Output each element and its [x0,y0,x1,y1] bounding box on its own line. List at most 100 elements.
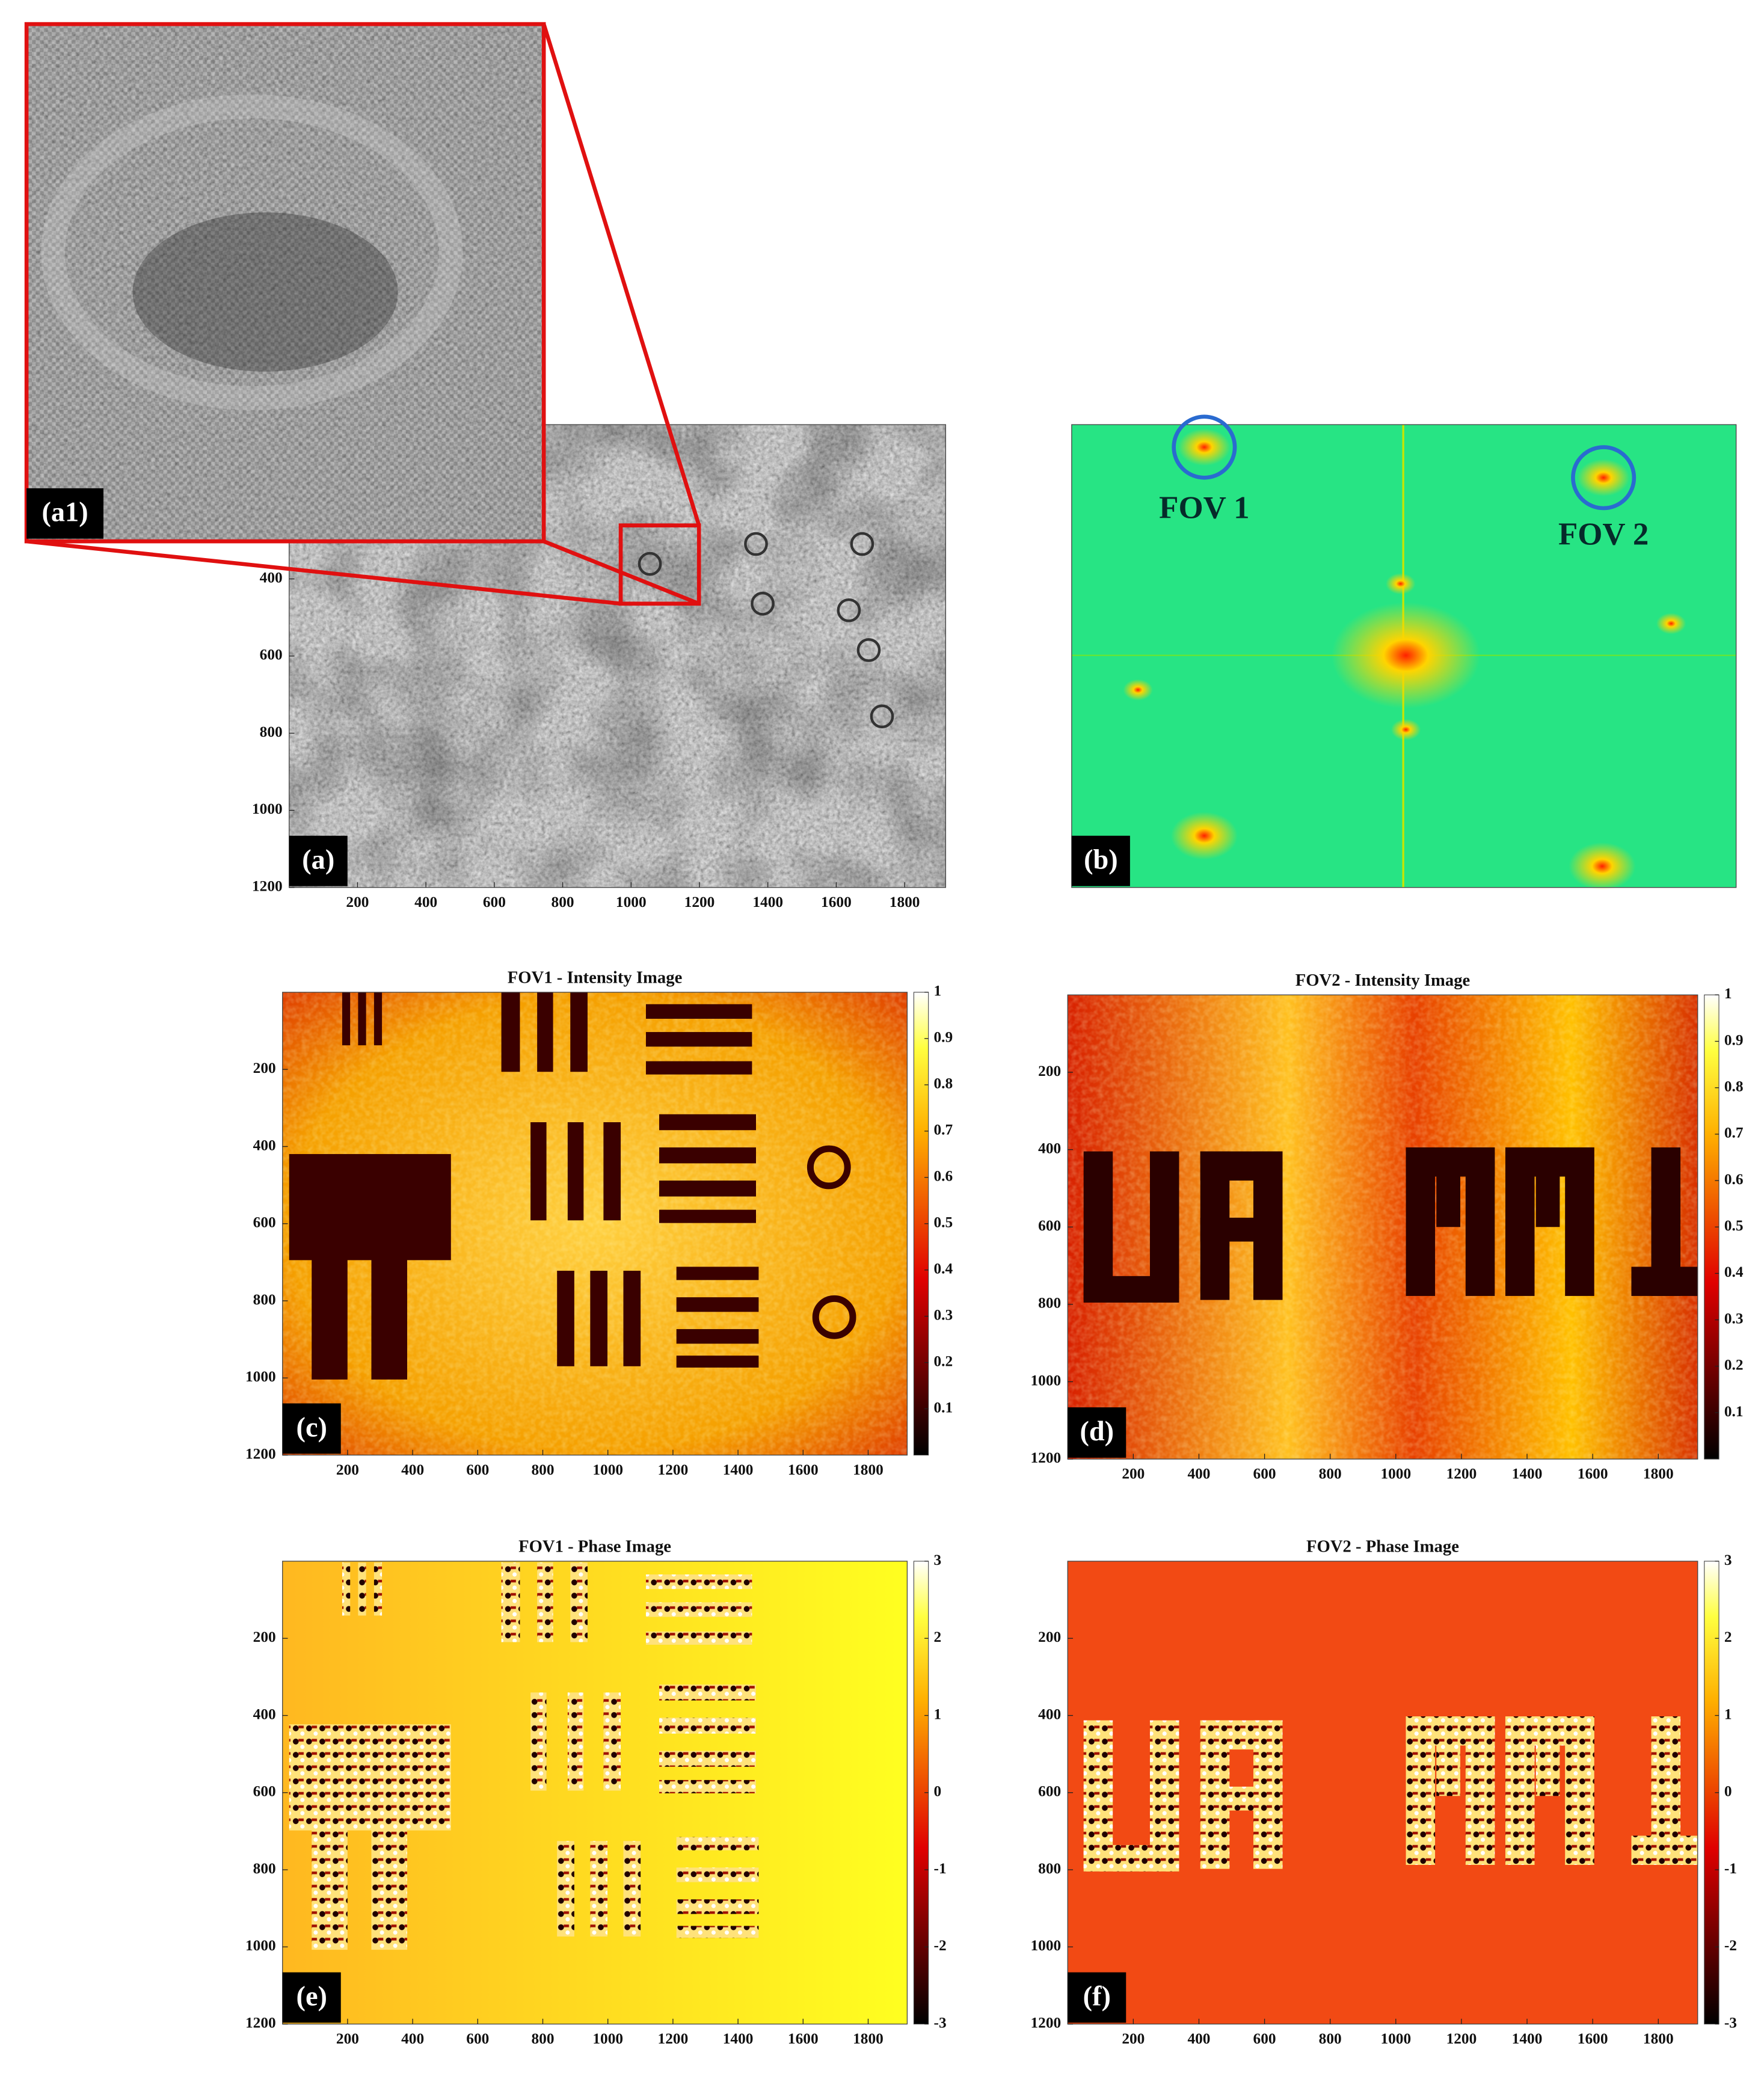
x-tick-label: 1800 [890,894,920,911]
target-bar [659,1718,756,1734]
colorbar-tick-label: -3 [934,2014,947,2031]
y-tick-label: 800 [260,723,283,740]
panel-label-bg [1068,1407,1126,1458]
target-letter [1535,1147,1560,1227]
x-tick-label: 600 [1253,1465,1276,1482]
target-letter [1535,1716,1560,1796]
target-bar [676,1356,759,1368]
fov-marker [1571,445,1636,511]
target-bar [501,1562,520,1642]
colorbar-tick-label: 0.5 [934,1214,953,1231]
colorbar-tick-label: 0.2 [1724,1357,1744,1374]
x-tick-label: 1400 [752,894,783,911]
x-tick-label: 400 [401,1461,424,1478]
x-tick-label: 1600 [788,2030,819,2047]
x-tick-label: 1000 [592,2030,623,2047]
colorbar-tick-label: 0.7 [934,1122,953,1138]
y-tick-label: 600 [260,646,283,663]
spectral-peak [1332,602,1481,708]
fov-marker [1172,414,1237,480]
target-bar [557,1841,574,1937]
x-tick-label: 800 [1319,2030,1342,2047]
y-tick-label: 1000 [252,800,283,817]
target-letter [1200,1720,1283,1750]
y-tick-label: 600 [1038,1217,1061,1234]
target-bar [659,1181,756,1197]
target-bar [570,992,588,1072]
y-tick-label: 1200 [252,878,283,895]
colorbar-tick-label: -2 [1724,1937,1737,1954]
target-bar [590,1271,608,1366]
x-tick-label: 1000 [1380,2030,1411,2047]
x-tick-label: 1600 [1578,1465,1608,1482]
panel-label: (f) [1083,1981,1111,2012]
target-digit [807,1145,851,1190]
y-tick-label: 600 [1038,1783,1061,1800]
x-tick-label: 400 [414,894,437,911]
y-tick-label: 1000 [245,1937,276,1954]
panel-label: (d) [1080,1416,1114,1447]
target-bar [645,1032,752,1047]
target-bar [501,992,520,1072]
y-tick-label: 400 [253,1137,276,1153]
target-bar [645,1602,752,1617]
colorbar-tick-label: 0.1 [934,1399,953,1416]
target-letter [1436,1716,1460,1796]
panel-image [1068,1561,1698,2024]
colorbar-tick-label: 0.3 [1724,1310,1744,1327]
target-bar [659,1114,756,1131]
y-tick-label: 1200 [245,1445,276,1462]
zoom-line [26,539,621,606]
x-tick-label: 1400 [1512,1465,1543,1482]
target-letter [1149,1151,1179,1300]
target-bar [645,1631,752,1645]
panel-image [1071,425,1736,891]
target-bar [373,992,383,1046]
target-bar [373,1562,383,1616]
x-tick-label: 1400 [723,1461,754,1478]
colorbar-tick-label: 0.1 [1724,1403,1744,1420]
spectral-peak [1391,719,1421,740]
colorbar-tick-label: 0.4 [934,1261,953,1277]
target-bar [537,1562,553,1642]
zoom-line [541,23,701,526]
y-tick-label: 600 [253,1783,276,1800]
target-bar [623,1841,641,1937]
y-tick-label: 1200 [1030,2014,1061,2031]
target-bar [603,1122,621,1221]
y-tick-label: 200 [253,1060,276,1076]
panel-title: FOV1 - Phase Image [518,1537,671,1556]
x-tick-label: 400 [401,2030,424,2047]
colorbar-tick-label: 0.3 [934,1306,953,1323]
colorbar-tick-label: 0.2 [934,1353,953,1369]
y-tick-label: 1000 [1030,1372,1061,1389]
y-tick-label: 200 [1038,1629,1061,1645]
x-tick-label: 1600 [788,1461,819,1478]
x-tick-label: 1400 [723,2030,754,2047]
panel-label-bg [1071,835,1130,886]
x-tick-label: 1200 [1446,2030,1477,2047]
x-tick-label: 1800 [1643,1465,1674,1482]
colorbar-tick-label: 0.4 [1724,1264,1744,1280]
x-tick-label: 600 [483,894,506,911]
spectral-peak [1170,812,1238,860]
colorbar-tick-label: 2 [934,1629,942,1645]
target-bar [659,1751,756,1767]
inset-noise [26,24,544,542]
target-letter [1149,1720,1179,1869]
x-tick-label: 800 [1319,1465,1342,1482]
x-tick-label: 600 [466,2030,489,2047]
target-bar [570,1562,588,1642]
colorbar-tick-label: 0 [934,1783,942,1800]
colorbar-tick-label: 0.5 [1724,1217,1744,1234]
target-bar [623,1271,641,1366]
x-tick-label: 400 [1187,2030,1210,2047]
colorbar-tick-label: 1 [934,983,942,1000]
colorbar-tick-label: 3 [1724,1552,1732,1568]
target-bar [371,1828,408,1950]
x-tick-label: 1200 [658,2030,689,2047]
target-digit [812,1295,856,1339]
fov-label: FOV 1 [1159,491,1249,526]
colorbar-tick-label: -2 [934,1937,947,1954]
